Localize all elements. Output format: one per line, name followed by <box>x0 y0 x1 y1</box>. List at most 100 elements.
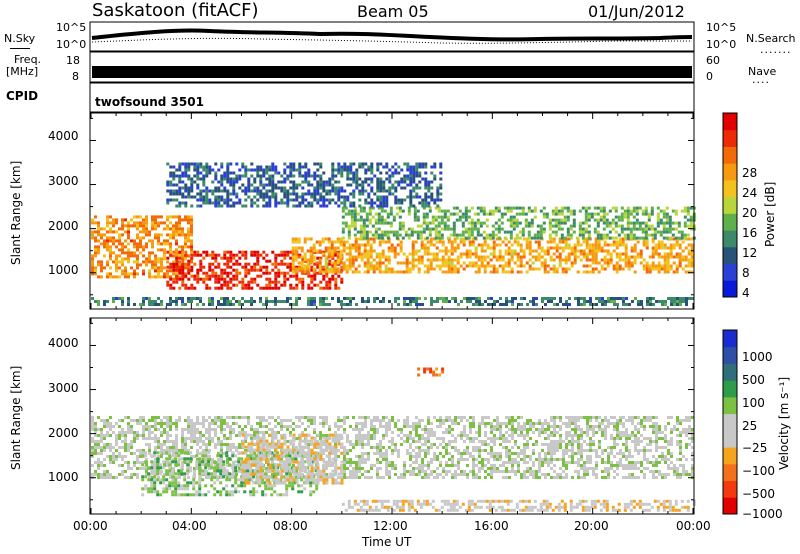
heatmap-cell <box>663 246 667 250</box>
heatmap-cell <box>181 248 184 252</box>
heatmap-cell <box>611 206 615 210</box>
heatmap-cell <box>133 251 136 255</box>
heatmap-cell <box>554 233 558 237</box>
heatmap-cell <box>406 449 409 452</box>
heatmap-cell <box>121 251 124 255</box>
heatmap-cell <box>154 215 157 219</box>
heatmap-cell <box>184 183 188 187</box>
heatmap-cell <box>607 297 610 300</box>
heatmap-cell <box>229 277 233 281</box>
heatmap-cell <box>541 300 544 303</box>
heatmap-cell <box>313 300 316 303</box>
heatmap-cell <box>346 303 349 306</box>
heatmap-cell <box>501 258 505 262</box>
heatmap-cell <box>124 443 127 446</box>
heatmap-cell <box>509 218 513 222</box>
heatmap-cell <box>298 201 302 205</box>
heatmap-cell <box>492 267 496 271</box>
heatmap-cell <box>106 272 109 276</box>
heatmap-cell <box>471 252 475 256</box>
heatmap-cell <box>429 237 433 241</box>
heatmap-cell <box>301 473 304 476</box>
heatmap-cell <box>528 252 532 256</box>
heatmap-cell <box>202 195 206 199</box>
heatmap-cell <box>657 240 661 244</box>
heatmap-cell <box>660 264 664 268</box>
heatmap-cell <box>648 255 652 259</box>
heatmap-cell <box>436 458 439 461</box>
heatmap-cell <box>121 470 124 473</box>
heatmap-cell <box>516 252 520 256</box>
heatmap-cell <box>380 230 384 234</box>
heatmap-cell <box>184 250 188 254</box>
heatmap-cell <box>346 174 350 178</box>
heatmap-cell <box>300 264 304 268</box>
heatmap-cell <box>292 174 296 178</box>
heatmap-cell <box>357 246 361 250</box>
heatmap-cell <box>145 242 148 246</box>
heatmap-cell <box>684 246 688 250</box>
heatmap-cell <box>403 464 406 467</box>
heatmap-cell <box>355 473 358 476</box>
heatmap-cell <box>419 236 423 240</box>
heatmap-cell <box>370 425 373 428</box>
heatmap-cell <box>350 221 354 225</box>
heatmap-cell <box>674 212 678 216</box>
heatmap-cell <box>139 245 142 249</box>
heatmap-cell <box>421 449 424 452</box>
heatmap-cell <box>665 236 669 240</box>
heatmap-cell <box>313 428 316 431</box>
heatmap-cell <box>427 180 431 184</box>
heatmap-cell <box>660 255 664 259</box>
heatmap-cell <box>241 431 244 434</box>
heatmap-cell <box>534 249 538 253</box>
heatmap-cell <box>327 252 331 256</box>
heatmap-cell <box>388 470 391 473</box>
heatmap-cell <box>391 431 394 434</box>
heatmap-cell <box>451 446 454 449</box>
heatmap-cell <box>409 431 412 434</box>
heatmap-cell <box>337 286 341 290</box>
heatmap-cell <box>340 186 344 190</box>
heatmap-cell <box>157 476 160 479</box>
heatmap-cell <box>448 300 451 303</box>
heatmap-cell <box>211 428 214 431</box>
heatmap-cell <box>145 428 148 431</box>
heatmap-cell <box>316 271 320 275</box>
heatmap-cell <box>532 300 535 303</box>
heatmap-cell <box>106 275 109 279</box>
heatmap-cell <box>145 464 148 467</box>
heatmap-cell <box>362 227 366 231</box>
heatmap-cell <box>506 206 510 210</box>
heatmap-cell <box>214 271 218 275</box>
heatmap-cell <box>665 215 669 219</box>
heatmap-cell <box>118 260 121 264</box>
heatmap-cell <box>286 192 290 196</box>
heatmap-cell <box>388 300 391 303</box>
heatmap-cell <box>244 440 247 443</box>
heatmap-cell <box>262 250 266 254</box>
heatmap-cell <box>539 209 543 213</box>
heatmap-cell <box>578 230 582 234</box>
heatmap-cell <box>217 300 220 303</box>
heatmap-cell <box>175 239 178 243</box>
heatmap-cell <box>623 209 627 213</box>
heatmap-cell <box>262 256 266 260</box>
heatmap-cell <box>675 252 679 256</box>
heatmap-cell <box>363 270 367 274</box>
heatmap-cell <box>633 246 637 250</box>
heatmap-cell <box>394 162 398 166</box>
heatmap-cell <box>112 236 115 240</box>
heatmap-cell <box>396 270 400 274</box>
heatmap-cell <box>662 230 666 234</box>
heatmap-cell <box>367 443 370 446</box>
heatmap-cell <box>361 186 365 190</box>
heatmap-cell <box>468 243 472 247</box>
heatmap-cell <box>193 195 197 199</box>
heatmap-cell <box>121 269 124 273</box>
heatmap-cell <box>169 251 172 255</box>
heatmap-cell <box>268 201 272 205</box>
heatmap-cell <box>318 240 322 244</box>
heatmap-cell <box>424 476 427 479</box>
heatmap-cell <box>97 251 100 255</box>
